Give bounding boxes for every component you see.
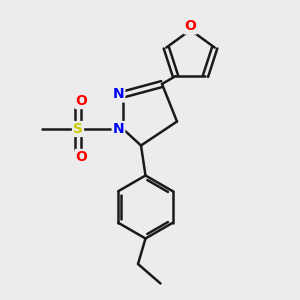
Text: S: S: [73, 122, 83, 136]
Text: O: O: [184, 20, 196, 33]
Text: N: N: [113, 122, 124, 136]
Text: O: O: [76, 150, 88, 164]
Text: O: O: [76, 94, 88, 108]
Text: N: N: [113, 88, 124, 101]
